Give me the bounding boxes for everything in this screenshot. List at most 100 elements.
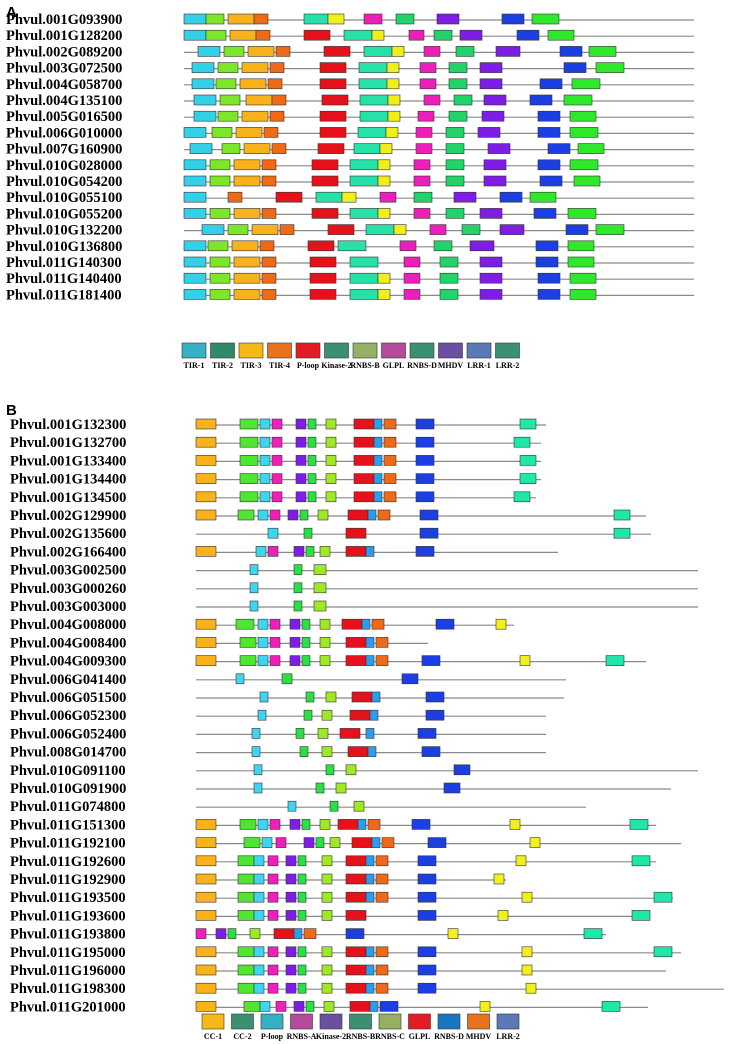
motif-glpl [363, 13, 383, 25]
motif-lrr-2 [569, 127, 599, 138]
motif-glpl [423, 46, 441, 57]
motif-tir-1 [193, 110, 217, 122]
motif-kinase-2 [295, 491, 307, 503]
motif-mhdv-2 [525, 982, 537, 994]
legend-label: TIR-4 [269, 361, 290, 370]
panel-a-letter: A [6, 4, 17, 21]
motif-lrr-2 [513, 491, 531, 503]
motif-lrr-2 [629, 819, 649, 830]
legend-item-lrr-2: LRR-2 [495, 342, 520, 370]
motif-rnbs-a [269, 655, 281, 666]
motif-rnbs-c [321, 910, 333, 921]
motif-glpl [349, 1001, 371, 1012]
motif-lrr-1 [537, 127, 561, 138]
motif-p-loop [259, 473, 271, 484]
motif-p-loop [253, 855, 265, 867]
motif-tir-4 [263, 127, 279, 138]
motif-rnbs-a [267, 546, 279, 557]
motif-rnbs-c [321, 855, 333, 867]
motif-kinase-2 [285, 982, 297, 994]
motif-tir-4 [269, 110, 285, 122]
legend-swatch [238, 342, 264, 359]
motif-tir-2 [211, 127, 233, 138]
gene-row-phvul-011g192100: Phvul.011G192100 [10, 836, 681, 852]
motif-glpl [353, 491, 375, 503]
gene-label: Phvul.010G091100 [10, 763, 126, 779]
motif-tir-2 [215, 78, 237, 90]
motif-p-loop [253, 910, 265, 921]
motif-tir-2 [205, 13, 225, 25]
motif-cc-1 [195, 546, 217, 557]
motif-rnbs-c [345, 764, 357, 776]
legend-item-rnbs-a: RNBS-A [287, 1013, 317, 1041]
motif-cc-2 [239, 637, 257, 648]
gene-label: Phvul.010G054200 [6, 174, 122, 190]
motif-cc-2 [239, 436, 259, 448]
motif-tir-3 [251, 224, 279, 235]
panel-b-letter: B [6, 402, 17, 419]
motif-rnbs-a [267, 855, 279, 867]
motif-tir-3 [239, 78, 267, 90]
motif-lrr-2 [531, 13, 560, 25]
motif-lrr-1 [537, 110, 561, 122]
motif-rnbs-d [448, 78, 468, 90]
motif-rnbs-d [448, 110, 468, 122]
motif-lrr-1 [425, 709, 445, 721]
motif-cc-2 [237, 873, 255, 885]
motif-rnbs-d [367, 509, 377, 521]
motif-p-loop [267, 527, 279, 539]
motif-p-loop [255, 546, 267, 557]
motif-rnbs-b [377, 159, 391, 171]
motif-mhdv [383, 473, 397, 484]
motif-kinase-2 [363, 46, 393, 57]
motif-lrr-1 [537, 272, 561, 284]
gene-row-phvul-004g135100: Phvul.004G135100 [6, 93, 694, 109]
motif-rnbs-b [393, 224, 407, 235]
motif-lrr-2 [519, 418, 537, 430]
motif-kinase-2 [215, 928, 227, 939]
motif-rnbs-c [319, 819, 331, 830]
motif-glpl [403, 256, 421, 268]
motif-tir-3 [241, 110, 269, 122]
motif-rnbs-d [365, 982, 375, 994]
motif-mhdv-2 [497, 910, 509, 921]
motif-p-loop [319, 62, 347, 73]
motif-mhdv [381, 837, 395, 848]
panel-b-legend: CC-1 CC-2 P-loop RNBS-A Kinase-2 RNBS-B RNBS-C… [201, 1013, 520, 1041]
motif-rnbs-c [353, 800, 365, 812]
motif-glpl [429, 224, 447, 235]
motif-rnbs-c [325, 455, 337, 466]
gene-row-phvul-011g192600: Phvul.011G192600 [10, 854, 656, 870]
gene-label: Phvul.002G135600 [10, 526, 126, 542]
motif-kinase-2 [303, 837, 315, 848]
motif-mhdv [459, 29, 483, 41]
motif-lrr-1 [425, 691, 445, 703]
motif-cc-1 [195, 436, 217, 448]
motif-rnbs-a [275, 1001, 287, 1012]
motif-lrr-2 [653, 891, 673, 903]
motif-tir-4 [279, 224, 295, 235]
legend-item-lrr-2: LRR-2 [496, 1013, 520, 1041]
motif-kinase-2 [295, 418, 307, 430]
motif-p-loop [259, 491, 271, 503]
gene-label: Phvul.004G009300 [10, 654, 126, 670]
motif-lrr-1 [411, 819, 431, 830]
gene-row-phvul-002g129900: Phvul.002G129900 [10, 508, 646, 524]
legend-swatch [378, 1013, 402, 1030]
motif-cc-2 [243, 1001, 261, 1012]
motif-rnbs-b [386, 62, 400, 73]
motif-lrr-2 [631, 855, 651, 867]
legend-label: RNBS-A [287, 1032, 317, 1041]
gene-label: Phvul.002G089200 [6, 44, 122, 60]
motif-lrr-1 [417, 946, 437, 958]
motif-rnbs-c [313, 582, 327, 594]
motif-rnbs-b [301, 618, 311, 630]
motif-lrr-2 [583, 928, 603, 939]
motif-tir-1 [183, 191, 207, 203]
legend-item-rnbs-b: RNBS-B [346, 1013, 376, 1041]
motif-lrr-2 [605, 655, 625, 666]
motif-rnbs-a [267, 891, 279, 903]
motif-kinase-2 [349, 208, 379, 219]
motif-rnbs-a [267, 982, 279, 994]
motif-p-loop [317, 143, 345, 154]
